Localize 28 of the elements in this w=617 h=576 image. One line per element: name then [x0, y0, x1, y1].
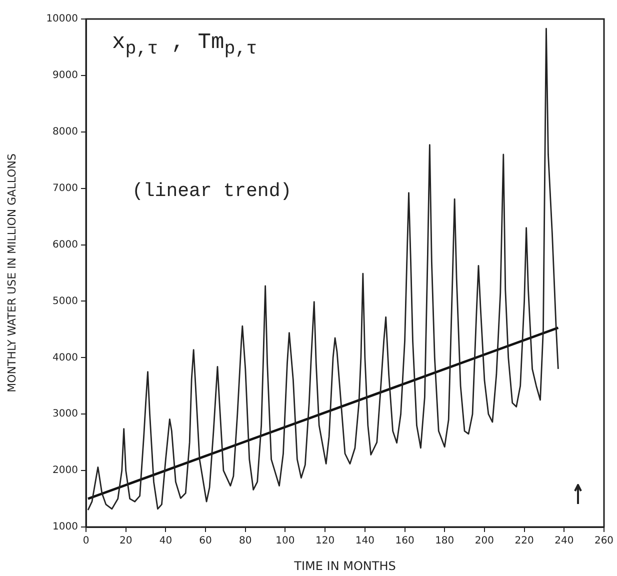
annotation: x$_{p,τ}$ , Tm$_{p,τ}$: [112, 30, 258, 60]
y-tick-label: 4000: [52, 352, 78, 364]
x-tick-label: 40: [159, 536, 172, 547]
x-tick-label: 120: [316, 536, 335, 547]
y-tick-label: 3000: [52, 408, 78, 420]
y-tick-label: 10000: [46, 14, 78, 25]
annotation: (linear trend): [132, 180, 292, 202]
y-tick-label: 9000: [52, 70, 78, 82]
x-tick-label: 160: [395, 536, 414, 547]
x-tick-label: 20: [119, 536, 132, 547]
y-axis-title: MONTHLY WATER USE IN MILLION GALLONS: [5, 154, 18, 392]
x-tick-label: 260: [594, 536, 614, 547]
x-tick-label: 0: [82, 536, 90, 547]
x-axis-title: TIME IN MONTHS: [293, 558, 396, 573]
x-tick-label: 140: [355, 536, 374, 547]
x-tick-label: 180: [435, 536, 454, 547]
y-tick-label: 7000: [52, 182, 78, 194]
x-tick-label: 80: [239, 536, 252, 547]
y-tick-label: 6000: [52, 239, 78, 250]
x-tick-label: 100: [276, 536, 295, 547]
x-tick-label: 220: [514, 536, 534, 547]
y-tick-label: 1000: [52, 522, 78, 533]
x-tick-label: 200: [474, 536, 494, 547]
y-tick-label: 5000: [52, 296, 78, 307]
y-tick-label: 2000: [52, 465, 78, 476]
x-tick-label: 60: [199, 536, 212, 547]
y-tick-label: 8000: [52, 126, 78, 138]
x-tick-label: 240: [554, 536, 574, 547]
